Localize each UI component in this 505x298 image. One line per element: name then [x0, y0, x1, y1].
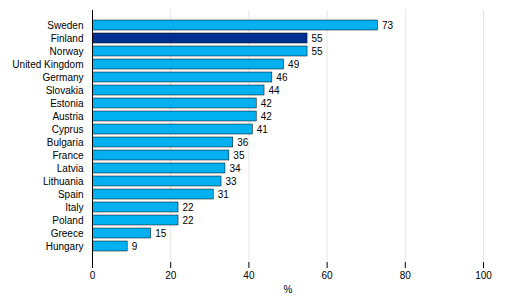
svg-text:Hungary: Hungary [46, 241, 84, 252]
svg-text:Latvia: Latvia [57, 163, 84, 174]
svg-text:33: 33 [226, 176, 238, 187]
svg-text:42: 42 [261, 111, 273, 122]
svg-text:15: 15 [155, 228, 167, 239]
svg-text:44: 44 [269, 85, 281, 96]
svg-text:46: 46 [276, 72, 288, 83]
svg-text:Austria: Austria [52, 111, 84, 122]
svg-text:Estonia: Estonia [50, 98, 84, 109]
svg-text:Norway: Norway [50, 46, 84, 57]
svg-text:United Kingdom: United Kingdom [12, 59, 83, 70]
svg-text:Bulgaria: Bulgaria [47, 137, 84, 148]
svg-text:Cyprus: Cyprus [52, 124, 84, 135]
svg-text:55: 55 [312, 33, 324, 44]
svg-text:Slovakia: Slovakia [46, 85, 84, 96]
svg-text:22: 22 [183, 215, 195, 226]
svg-text:22: 22 [183, 202, 195, 213]
svg-text:Germany: Germany [42, 72, 83, 83]
svg-text:Sweden: Sweden [47, 20, 83, 31]
svg-text:42: 42 [261, 98, 273, 109]
svg-text:40: 40 [243, 270, 255, 281]
svg-text:36: 36 [237, 137, 249, 148]
svg-text:Lithuania: Lithuania [43, 176, 84, 187]
svg-text:%: % [284, 284, 293, 295]
svg-text:9: 9 [132, 241, 138, 252]
svg-text:Finland: Finland [51, 33, 84, 44]
svg-text:55: 55 [312, 46, 324, 57]
svg-text:Spain: Spain [58, 189, 84, 200]
svg-text:100: 100 [475, 270, 492, 281]
svg-text:49: 49 [288, 59, 300, 70]
svg-text:31: 31 [218, 189, 230, 200]
svg-text:Italy: Italy [65, 202, 83, 213]
svg-text:20: 20 [165, 270, 177, 281]
svg-text:Greece: Greece [51, 228, 84, 239]
svg-text:0: 0 [90, 270, 96, 281]
svg-text:41: 41 [257, 124, 269, 135]
svg-text:France: France [52, 150, 84, 161]
svg-text:35: 35 [233, 150, 245, 161]
svg-text:34: 34 [229, 163, 241, 174]
svg-text:80: 80 [400, 270, 412, 281]
svg-text:73: 73 [382, 20, 394, 31]
svg-text:60: 60 [322, 270, 334, 281]
svg-text:Poland: Poland [52, 215, 83, 226]
